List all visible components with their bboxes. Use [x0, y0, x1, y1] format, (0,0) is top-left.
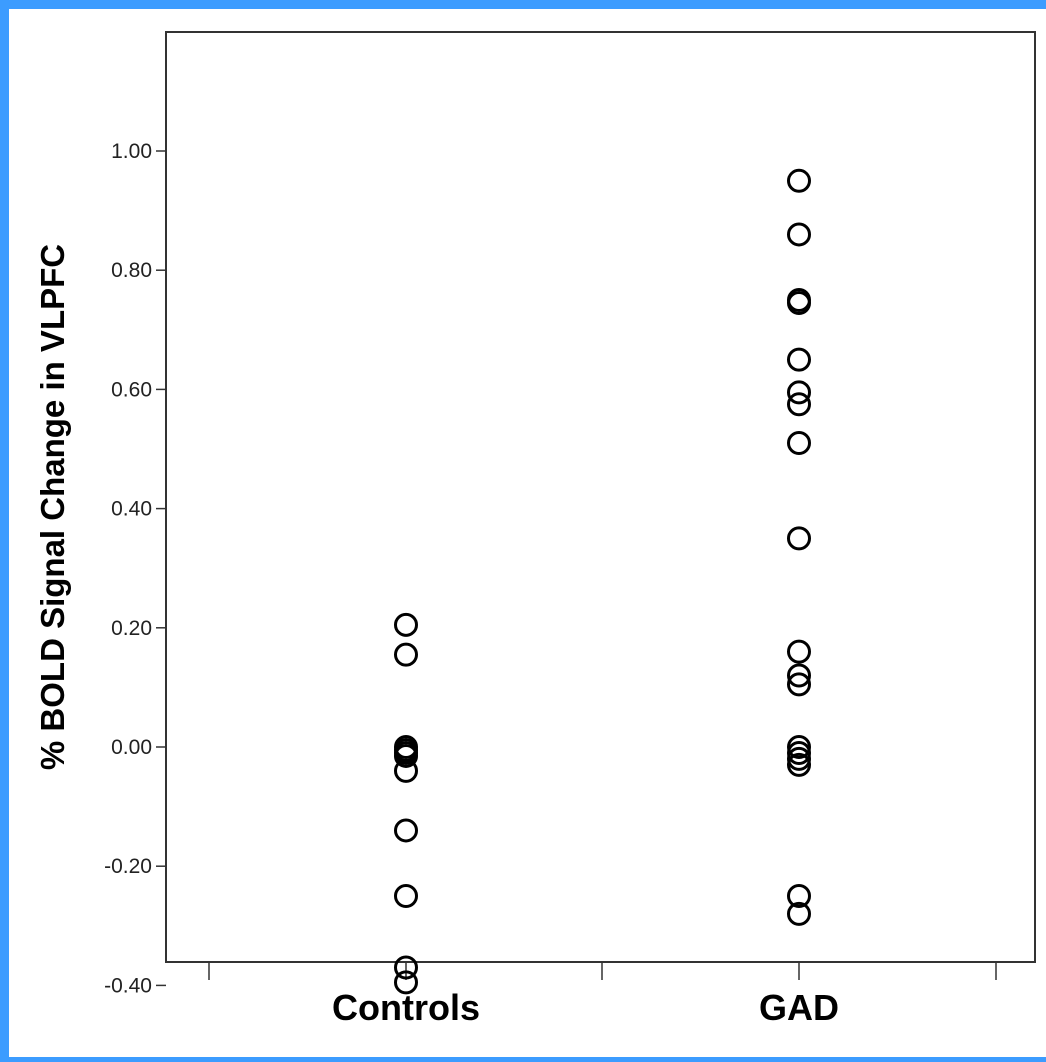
- y-tick-label: 0.20: [111, 617, 152, 640]
- data-point: [787, 380, 811, 405]
- data-point: [787, 639, 811, 664]
- data-point: [787, 526, 811, 551]
- data-point: [787, 290, 811, 315]
- data-point: [787, 222, 811, 247]
- data-point: [394, 955, 418, 980]
- data-point: [787, 663, 811, 688]
- x-tick-label: GAD: [759, 987, 839, 1028]
- data-point: [394, 818, 418, 843]
- data-points: [394, 168, 811, 995]
- data-point: [394, 884, 418, 908]
- data-point: [787, 746, 811, 771]
- data-point: [787, 168, 811, 193]
- data-point: [787, 884, 811, 908]
- y-tick-label: 0.60: [111, 378, 152, 401]
- data-point: [394, 642, 418, 667]
- y-tick-label: 0.80: [111, 259, 152, 282]
- data-point: [787, 735, 811, 759]
- data-point: [787, 431, 811, 456]
- y-axis-label: % BOLD Signal Change in VLPFC: [34, 244, 71, 770]
- data-point: [394, 970, 418, 995]
- y-axis: -0.40 -0.20 0.00 0.20 0.40 0.60 0.80 1.00: [104, 140, 166, 997]
- data-point: [394, 758, 418, 783]
- data-point: [787, 347, 811, 372]
- data-point: [787, 672, 811, 697]
- scatter-chart: -0.40 -0.20 0.00 0.20 0.40 0.60 0.80 1.00 Contr…: [34, 31, 1036, 1028]
- y-tick-label: -0.40: [104, 974, 152, 997]
- data-point: [787, 901, 811, 926]
- y-tick-label: 0.00: [111, 736, 152, 759]
- data-point: [787, 392, 811, 417]
- x-axis: Controls GAD: [208, 962, 997, 1028]
- data-point: [394, 612, 418, 637]
- data-point: [787, 740, 811, 765]
- chart-canvas: -0.40 -0.20 0.00 0.20 0.40 0.60 0.80 1.00 Contr…: [9, 9, 1046, 1057]
- y-tick-label: -0.20: [104, 855, 152, 878]
- y-tick-label: 0.40: [111, 498, 152, 521]
- data-point: [787, 752, 811, 777]
- plot-frame: [165, 31, 1036, 963]
- data-point: [394, 743, 418, 768]
- y-tick-label: 1.00: [111, 140, 152, 163]
